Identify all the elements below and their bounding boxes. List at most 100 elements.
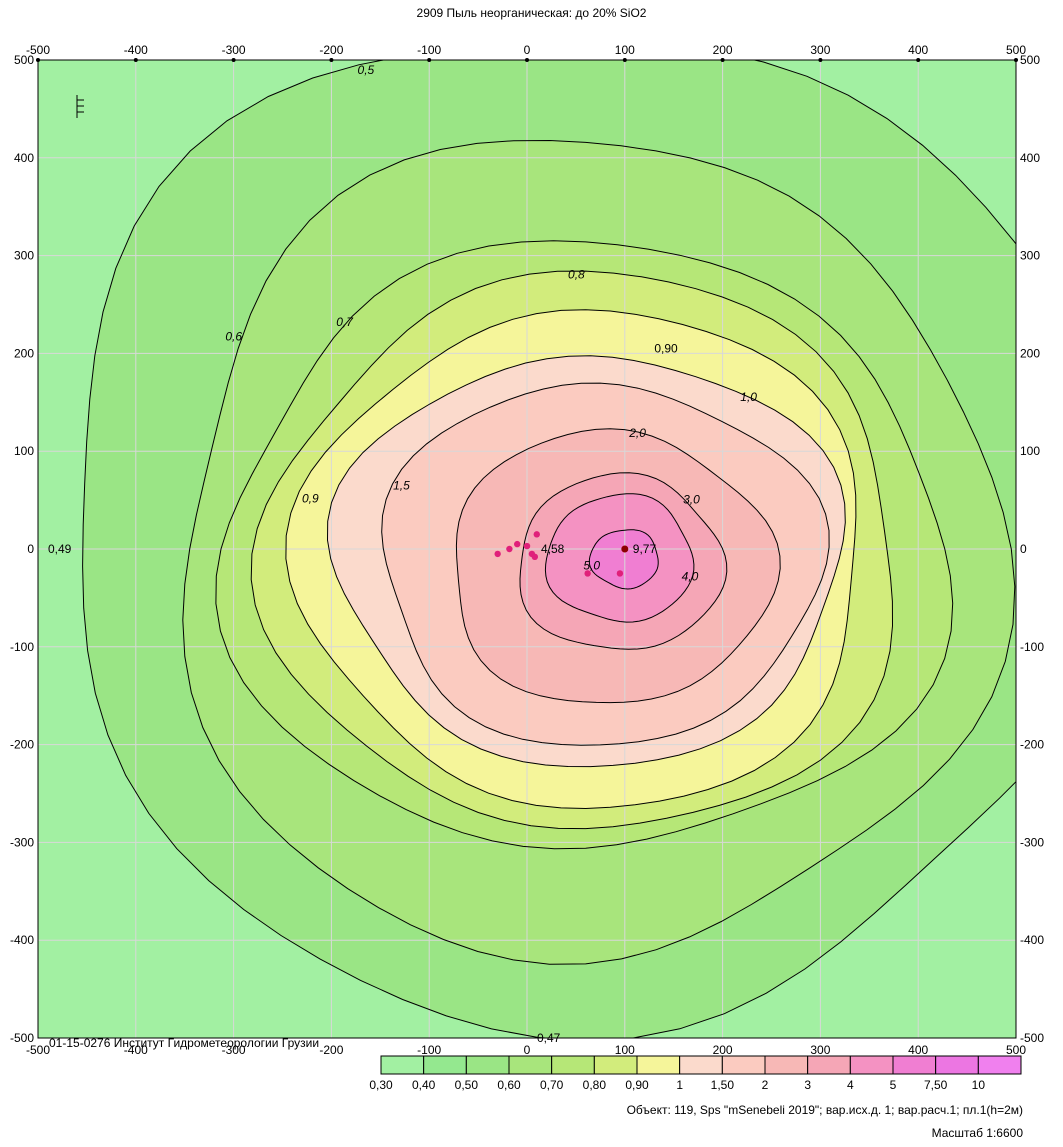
x-tick-label-bottom: 200 [713, 1043, 733, 1057]
contour-label: 0,8 [568, 267, 585, 281]
x-tick-label-top: 300 [810, 43, 830, 57]
chart-title: 2909 Пыль неорганическая: до 20% SiO2 [416, 6, 647, 20]
north-arrow-icon [76, 95, 84, 118]
legend-swatch [380, 1055, 425, 1075]
contour-line [285, 309, 857, 810]
x-tick-label-top: 200 [713, 43, 733, 57]
y-tick-label-right: 500 [1020, 53, 1040, 67]
source-marker [514, 540, 521, 548]
contour-lines [82, 60, 1016, 1038]
contour-label: 0,6 [225, 329, 242, 343]
contour-line [588, 529, 659, 590]
x-tick-label-bottom: 300 [810, 1043, 830, 1057]
legend-swatch [807, 1055, 851, 1075]
legend-swatch [935, 1055, 979, 1075]
legend-label: 0,30 [369, 1078, 393, 1092]
contour-label: 1,5 [393, 479, 410, 493]
contour-fill [589, 529, 659, 589]
x-tick-label-bottom: 500 [1006, 1043, 1026, 1057]
legend-label: 1 [676, 1078, 683, 1092]
contour-line [381, 382, 830, 746]
contour-line [182, 139, 1016, 965]
x-tick-label-top: -300 [222, 43, 246, 57]
legend-swatch [465, 1055, 510, 1075]
y-tick-label-left: -400 [10, 933, 34, 947]
legend-label: 0,50 [454, 1078, 479, 1092]
x-tick-label-bottom: -200 [319, 1043, 343, 1057]
x-tick-label-top: -500 [26, 43, 50, 57]
y-tick-label-left: -100 [10, 640, 34, 654]
scale-info: Масштаб 1:6600 [931, 1126, 1023, 1140]
contour-label: 3,0 [683, 493, 700, 507]
x-tick-label-bottom: -300 [222, 1043, 246, 1057]
contour-labels: 0,5 0,6 0,7 0,8 0,9 1,0 1,5 2,0 3,0 4,0 5,0 [225, 63, 757, 584]
x-tick-label-top: 0 [524, 43, 531, 57]
x-tick-label-top: 100 [615, 43, 635, 57]
x-tick-label-top: -200 [319, 43, 343, 57]
contour-line [544, 493, 695, 623]
y-tick-label-right: 100 [1020, 444, 1040, 458]
institute-credit: 01-15-0276 Институт Гидрометеорологии Гр… [49, 1036, 320, 1050]
y-tick-label-left: 100 [14, 444, 34, 458]
legend-swatch [679, 1055, 723, 1075]
legend-swatch [423, 1055, 467, 1075]
y-tick-label-left: 0 [27, 542, 34, 556]
contour-line [519, 472, 728, 650]
legend-label: 0,40 [411, 1078, 436, 1092]
legend-swatch [721, 1055, 766, 1075]
y-tick-label-left: 400 [14, 151, 34, 165]
y-tick-label-right: -100 [1020, 640, 1044, 654]
contour-label: 0,7 [336, 315, 354, 329]
y-tick-label-right: -400 [1020, 933, 1044, 947]
source-marker [523, 542, 531, 550]
y-tick-label-right: -500 [1020, 1031, 1044, 1045]
max-value-label: 9,77 [633, 542, 657, 556]
legend-label: 0,60 [497, 1078, 521, 1092]
contour-label: 0,9 [302, 491, 319, 505]
x-tick-label-bottom: 400 [908, 1043, 928, 1057]
source-marker [533, 531, 540, 538]
y-tick-label-left: -300 [10, 835, 34, 849]
x-tick-label-bottom: -500 [26, 1043, 50, 1057]
legend-swatch [892, 1055, 937, 1075]
source-marker [506, 545, 513, 553]
max-point-marker [621, 545, 629, 553]
legend-label: 3 [804, 1078, 811, 1092]
legend-swatch [636, 1055, 681, 1075]
legend-label: 0,70 [539, 1078, 564, 1092]
y-tick-label-right: -200 [1020, 738, 1044, 752]
x-tick-label-bottom: -100 [417, 1043, 441, 1057]
legend-label: 5 [889, 1078, 897, 1092]
contour-line [455, 428, 781, 704]
legend-swatch [508, 1055, 553, 1075]
x-tick-label-top: 500 [1006, 43, 1026, 57]
legend-swatch [593, 1055, 638, 1075]
object-info: Объект: 119, Sps "mSenebeli 2019"; вар.и… [626, 1103, 1023, 1117]
source-marker [531, 553, 539, 561]
legend-label: 7,50 [923, 1078, 948, 1092]
x-tick-label-bottom: -400 [124, 1043, 148, 1057]
y-tick-label-right: 200 [1020, 346, 1040, 360]
contour-label: 2,0 [628, 426, 646, 440]
legend-label: 1,50 [710, 1078, 735, 1092]
y-tick-label-left: -200 [10, 738, 34, 752]
axes: -500 -500 -400 -400 -300 -300 -200 -200 -100 -100… [10, 43, 1044, 1057]
contour-label: 1,0 [740, 390, 757, 404]
legend-label: 2 [761, 1078, 769, 1092]
secondary-value-label: 4,58 [541, 542, 565, 556]
legend-label: 4 [846, 1078, 854, 1092]
x-tick-label-top: -100 [417, 43, 441, 57]
legend-label: 10 [971, 1078, 986, 1092]
y-tick-label-right: 300 [1020, 249, 1040, 263]
contour-label: 4,0 [682, 570, 699, 584]
edge-value-label: 0,90 [654, 342, 678, 356]
x-tick-label-top: -400 [124, 43, 148, 57]
plot-frame [37, 59, 1017, 1039]
contour-line [215, 240, 954, 850]
x-tick-label-top: 400 [908, 43, 928, 57]
contour-line [326, 355, 846, 768]
legend-label: 0,80 [582, 1078, 607, 1092]
y-tick-label-left: 300 [14, 249, 34, 263]
y-tick-label-right: -300 [1020, 835, 1044, 849]
source-marker [584, 570, 591, 577]
